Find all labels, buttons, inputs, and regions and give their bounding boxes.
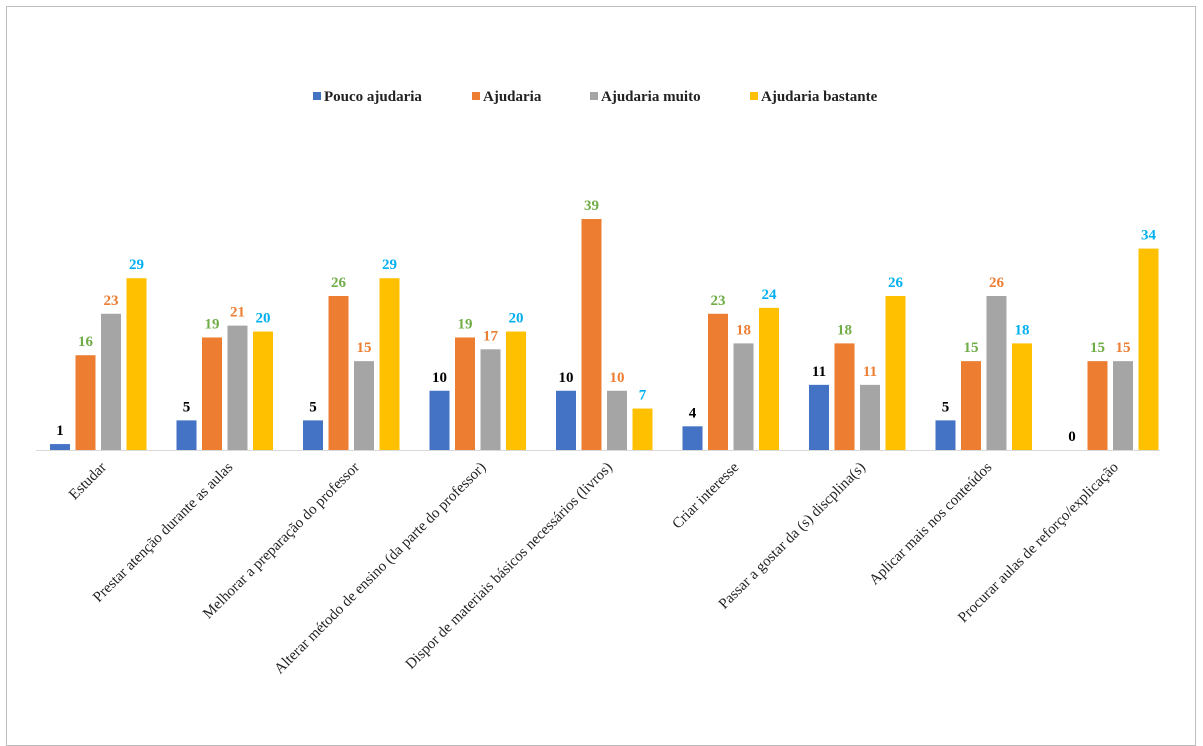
- data-label-ajudaria-6: 23: [711, 293, 726, 309]
- data-label-pouco-ajudaria-5: 10: [559, 370, 574, 386]
- bar-ajudaria-bastante-9: [1138, 248, 1159, 450]
- data-label-ajudaria-muito-8: 26: [989, 275, 1005, 291]
- bar-ajudaria-bastante-4: [506, 331, 526, 450]
- bar-ajudaria-bastante-1: [126, 278, 147, 450]
- category-label-7: Passar a gostar da (s) discplina(s): [716, 460, 869, 613]
- data-label-ajudaria-bastante-7: 26: [888, 275, 904, 291]
- data-label-ajudaria-muito-3: 15: [357, 340, 372, 356]
- value-labels-group: 1 16 23 29 5 19 21 20 5 26 15 29 10 19 17 20 10 39 10 7 4 23 1…: [56, 198, 1156, 445]
- legend-label-pouco-ajudaria: Pouco ajudaria: [324, 89, 422, 105]
- bar-pouco-ajudaria-7: [809, 384, 829, 450]
- bar-ajudaria-bastante-7: [885, 296, 906, 450]
- legend-swatch-ajudaria-bastante: [750, 92, 758, 100]
- data-label-ajudaria-muito-5: 10: [610, 370, 625, 386]
- bar-ajudaria-7: [834, 343, 855, 450]
- bar-ajudaria-muito-6: [733, 343, 754, 450]
- category-label-6: Criar interesse: [669, 459, 742, 532]
- bars-group: [50, 219, 1159, 450]
- legend-label-ajudaria-muito: Ajudaria muito: [601, 89, 701, 105]
- bar-ajudaria-muito-8: [986, 296, 1007, 450]
- data-label-ajudaria-8: 15: [964, 340, 979, 356]
- data-label-ajudaria-7: 18: [837, 322, 852, 338]
- data-label-pouco-ajudaria-3: 5: [309, 399, 317, 415]
- data-label-ajudaria-4: 19: [458, 316, 473, 332]
- category-label-1: Estudar: [66, 460, 110, 504]
- data-label-ajudaria-muito-4: 17: [483, 328, 499, 344]
- data-label-ajudaria-bastante-6: 24: [762, 287, 778, 303]
- data-label-ajudaria-2: 19: [205, 316, 220, 332]
- bar-ajudaria-muito-4: [480, 349, 501, 450]
- data-label-pouco-ajudaria-7: 11: [812, 364, 826, 380]
- bar-pouco-ajudaria-1: [50, 444, 70, 450]
- legend-label-ajudaria-bastante: Ajudaria bastante: [761, 89, 878, 105]
- bar-ajudaria-3: [328, 296, 349, 450]
- bar-pouco-ajudaria-8: [935, 420, 956, 450]
- bar-ajudaria-1: [75, 355, 96, 450]
- data-label-pouco-ajudaria-2: 5: [183, 399, 191, 415]
- bar-ajudaria-5: [581, 219, 602, 450]
- bar-ajudaria-muito-2: [227, 325, 248, 450]
- data-label-pouco-ajudaria-8: 5: [942, 399, 950, 415]
- data-label-ajudaria-muito-1: 23: [104, 293, 119, 309]
- category-label-5: Dispor de materiais básicos necessários …: [403, 460, 616, 673]
- data-label-ajudaria-5: 39: [584, 198, 599, 214]
- data-label-ajudaria-muito-6: 18: [736, 322, 751, 338]
- data-label-ajudaria-bastante-3: 29: [382, 257, 397, 273]
- bar-ajudaria-6: [708, 313, 728, 450]
- legend-swatch-pouco-ajudaria: [313, 92, 321, 100]
- bar-pouco-ajudaria-6: [682, 426, 703, 450]
- category-label-8: Aplicar mais nos conteúdos: [866, 459, 995, 588]
- bar-ajudaria-muito-3: [354, 361, 374, 450]
- data-label-ajudaria-bastante-2: 20: [256, 311, 271, 327]
- data-label-ajudaria-bastante-9: 34: [1141, 228, 1157, 244]
- legend: Pouco ajudaria Ajudaria Ajudaria muito Ajud…: [313, 89, 878, 105]
- data-label-pouco-ajudaria-6: 4: [689, 405, 697, 421]
- data-label-ajudaria-1: 16: [78, 334, 94, 350]
- data-label-ajudaria-muito-2: 21: [230, 305, 245, 321]
- bar-ajudaria-muito-7: [860, 384, 880, 450]
- bar-pouco-ajudaria-4: [429, 390, 450, 450]
- data-label-ajudaria-muito-9: 15: [1116, 340, 1131, 356]
- bar-ajudaria-8: [961, 361, 981, 450]
- data-label-pouco-ajudaria-9: 0: [1068, 429, 1076, 445]
- data-label-ajudaria-bastante-8: 18: [1015, 322, 1030, 338]
- category-label-4: Alterar método de ensino (da parte do pr…: [272, 460, 490, 678]
- data-label-pouco-ajudaria-4: 10: [432, 370, 447, 386]
- data-label-ajudaria-muito-7: 11: [863, 364, 877, 380]
- bar-ajudaria-muito-5: [607, 390, 627, 450]
- bar-ajudaria-muito-1: [101, 313, 121, 450]
- bar-pouco-ajudaria-2: [176, 420, 197, 450]
- bar-ajudaria-bastante-8: [1012, 343, 1032, 450]
- bar-ajudaria-4: [455, 337, 475, 450]
- legend-swatch-ajudaria-muito: [590, 92, 598, 100]
- bar-ajudaria-bastante-3: [379, 278, 400, 450]
- data-label-ajudaria-3: 26: [331, 275, 347, 291]
- data-label-ajudaria-9: 15: [1090, 340, 1105, 356]
- bar-ajudaria-bastante-6: [759, 307, 779, 450]
- legend-label-ajudaria: Ajudaria: [483, 89, 542, 105]
- bar-ajudaria-9: [1087, 361, 1108, 450]
- bar-ajudaria-bastante-2: [253, 331, 273, 450]
- category-label-2: Prestar atenção durante as aulas: [90, 459, 236, 605]
- bar-pouco-ajudaria-3: [303, 420, 323, 450]
- data-label-ajudaria-bastante-4: 20: [509, 311, 524, 327]
- data-label-pouco-ajudaria-1: 1: [56, 423, 64, 439]
- data-label-ajudaria-bastante-1: 29: [129, 257, 144, 273]
- bar-ajudaria-muito-9: [1113, 361, 1133, 450]
- bar-ajudaria-2: [202, 337, 222, 450]
- bar-pouco-ajudaria-5: [556, 390, 576, 450]
- bar-ajudaria-bastante-5: [632, 408, 653, 450]
- legend-swatch-ajudaria: [472, 92, 480, 100]
- data-label-ajudaria-bastante-5: 7: [639, 388, 647, 404]
